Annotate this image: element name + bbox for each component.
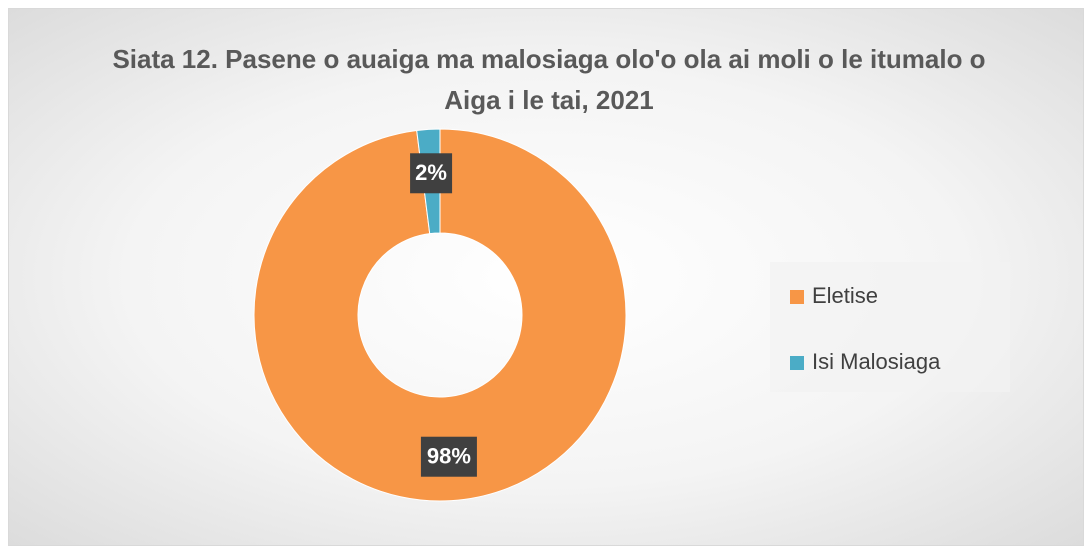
data-label: 98% (427, 444, 471, 469)
chart-title: Siata 12. Pasene o auaiga ma malosiaga o… (112, 44, 986, 115)
donut-slice (253, 128, 627, 502)
legend-swatch (790, 290, 804, 304)
data-label-box (410, 153, 453, 194)
data-label-box (420, 436, 477, 477)
data-label: 2% (415, 160, 447, 185)
legend-label: Isi Malosiaga (812, 349, 941, 374)
legend-swatch (790, 356, 804, 370)
legend-box (770, 262, 1010, 392)
legend-label: Eletise (812, 283, 878, 308)
